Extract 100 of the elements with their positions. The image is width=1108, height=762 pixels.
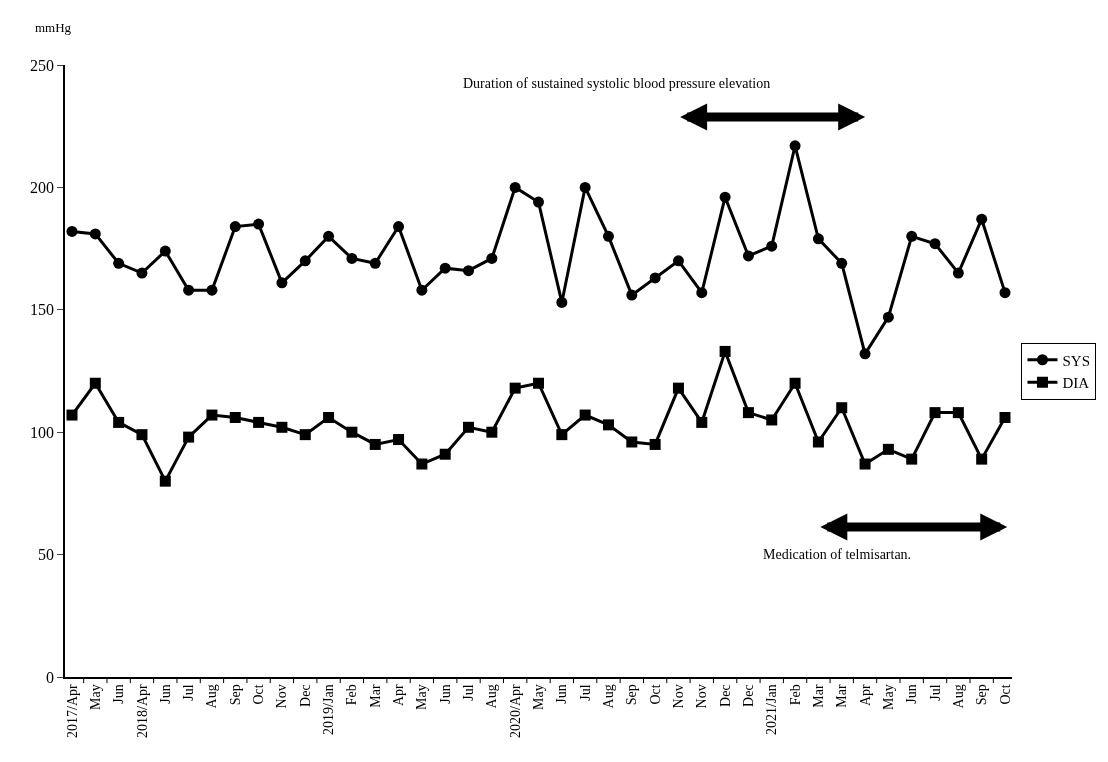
point <box>789 140 801 152</box>
point <box>276 277 288 289</box>
x-tick-label: Sep <box>624 684 640 706</box>
x-tick-label: May <box>531 684 547 711</box>
y-tick-label: 0 <box>46 668 55 686</box>
point <box>113 257 125 269</box>
point <box>789 377 801 389</box>
point <box>556 429 568 441</box>
x-tick-label: Oct <box>251 684 267 705</box>
point <box>113 416 125 428</box>
x-tick-label: Mar <box>810 684 826 708</box>
y-tick-label: 250 <box>30 56 55 74</box>
point <box>999 412 1011 424</box>
point <box>509 382 521 394</box>
point <box>416 458 428 470</box>
x-tick-label: Dec <box>717 684 733 707</box>
point <box>929 238 941 250</box>
point <box>66 409 78 421</box>
point <box>929 407 941 419</box>
x-tick-label: Jun <box>904 684 920 704</box>
point <box>672 255 684 267</box>
point <box>976 213 988 225</box>
x-tick-label: 2017/Apr <box>64 684 80 739</box>
point <box>89 377 101 389</box>
point <box>672 382 684 394</box>
y-tick-label: 150 <box>30 301 55 319</box>
point <box>836 257 848 269</box>
point <box>533 377 544 389</box>
point <box>486 252 498 264</box>
y-axis-title: mmHg <box>35 20 72 35</box>
legend-label: DIA <box>1062 375 1090 392</box>
point <box>276 421 288 433</box>
point <box>183 284 195 296</box>
point <box>626 289 638 301</box>
point <box>136 267 148 279</box>
point <box>859 458 871 470</box>
point <box>159 475 171 487</box>
point <box>859 348 871 360</box>
x-tick-label: Nov <box>671 684 686 709</box>
point <box>719 345 731 357</box>
point <box>882 311 894 323</box>
point <box>812 233 824 245</box>
x-tick-label: Jun <box>554 684 570 704</box>
x-tick-label: May <box>880 684 896 711</box>
y-tick-label: 50 <box>38 546 55 564</box>
point <box>253 416 265 428</box>
point <box>416 284 428 296</box>
point <box>509 181 521 193</box>
x-tick-label: 2021/Jan <box>764 684 780 735</box>
point <box>253 218 265 230</box>
x-tick-label: Jun <box>157 684 173 704</box>
point <box>602 419 614 431</box>
point <box>463 265 475 277</box>
x-tick-label: Nov <box>274 684 290 709</box>
point <box>952 267 964 279</box>
point <box>556 296 568 308</box>
x-tick-label: Nov <box>694 684 710 709</box>
y-tick-label: 100 <box>30 423 55 441</box>
x-tick-label: Dec <box>740 684 756 707</box>
point <box>323 412 335 424</box>
point <box>906 453 918 465</box>
x-tick-label: Mar <box>367 684 383 708</box>
x-tick-label: Jul <box>461 684 477 701</box>
point <box>486 426 498 438</box>
x-tick-label: Mar <box>834 684 850 708</box>
point <box>66 225 78 237</box>
point <box>696 287 708 299</box>
point <box>393 221 405 233</box>
annotation: Medication of telmisartan. <box>763 547 912 562</box>
x-tick-label: 2019/Jan <box>321 684 337 735</box>
point <box>393 434 405 446</box>
x-tick-label: Aug <box>204 684 220 709</box>
x-tick-label: Jun <box>437 684 453 704</box>
x-tick-label: May <box>414 684 430 711</box>
point <box>439 262 451 274</box>
x-tick-label: Oct <box>647 684 663 705</box>
point <box>229 221 241 233</box>
point <box>999 287 1011 299</box>
x-tick-label: Dec <box>297 684 313 707</box>
x-tick-label: Jul <box>577 684 593 701</box>
point <box>369 438 381 450</box>
point <box>742 250 754 262</box>
point <box>719 191 731 203</box>
point <box>766 240 778 252</box>
point <box>649 438 661 450</box>
point <box>882 443 894 455</box>
x-tick-label: Oct <box>997 684 1013 705</box>
x-tick-label: Sep <box>974 684 990 706</box>
point <box>812 436 824 448</box>
legend-label: SYS <box>1062 352 1090 369</box>
x-tick-label: 2020/Apr <box>507 684 523 739</box>
x-tick-label: Jul <box>927 684 943 701</box>
point <box>439 448 451 460</box>
x-tick-label: Jul <box>181 684 197 701</box>
point <box>183 431 195 443</box>
point <box>696 416 708 428</box>
point <box>323 230 335 242</box>
point <box>206 284 218 296</box>
point <box>976 453 988 465</box>
point <box>136 429 148 441</box>
